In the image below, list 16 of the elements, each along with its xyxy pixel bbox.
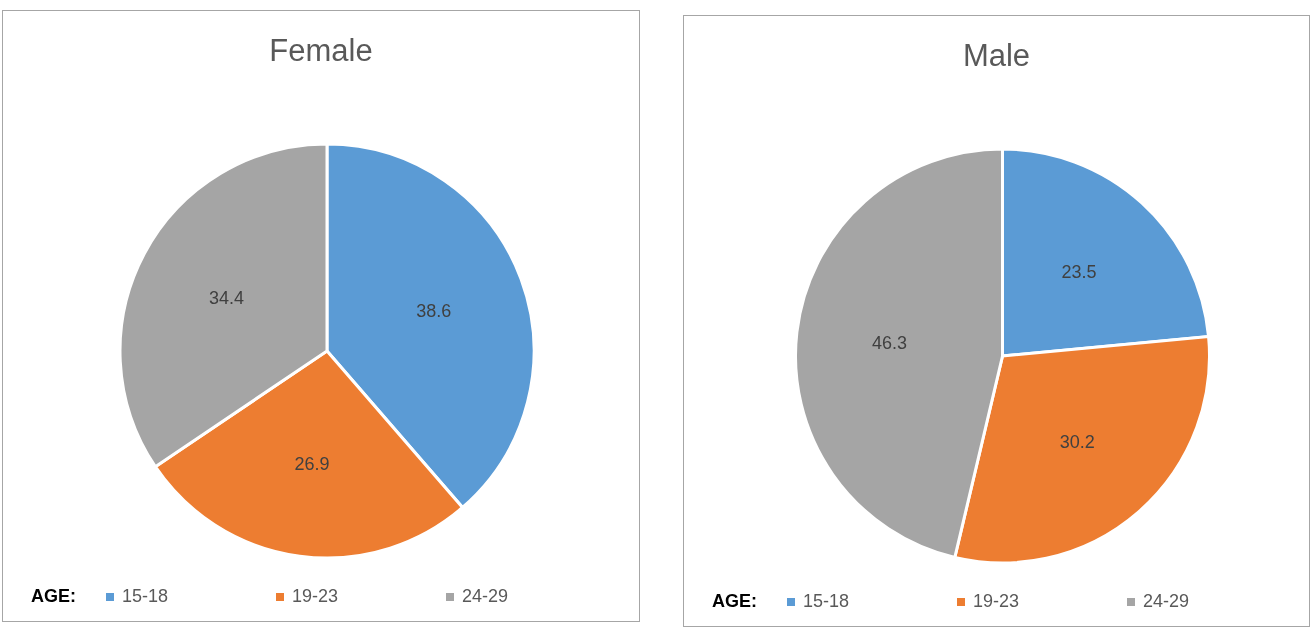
legend-title: AGE:: [31, 586, 76, 607]
data-label: 30.2: [1059, 431, 1095, 452]
data-label: 38.6: [416, 301, 452, 322]
chart-title: Male: [961, 38, 1032, 74]
legend-label: 19-23: [291, 586, 340, 607]
legend-label: 15-18: [802, 591, 851, 612]
data-label: 23.5: [1061, 261, 1097, 282]
legend-label: 15-18: [121, 586, 170, 607]
legend-label: 19-23: [972, 591, 1021, 612]
data-label: 34.4: [208, 287, 245, 308]
chart-title: Female: [268, 33, 374, 69]
legend-title: AGE:: [712, 591, 757, 612]
data-label: 26.9: [294, 453, 330, 474]
data-label: 46.3: [871, 332, 907, 353]
legend-label: 24-29: [1142, 591, 1191, 612]
legend-label: 24-29: [461, 586, 510, 607]
